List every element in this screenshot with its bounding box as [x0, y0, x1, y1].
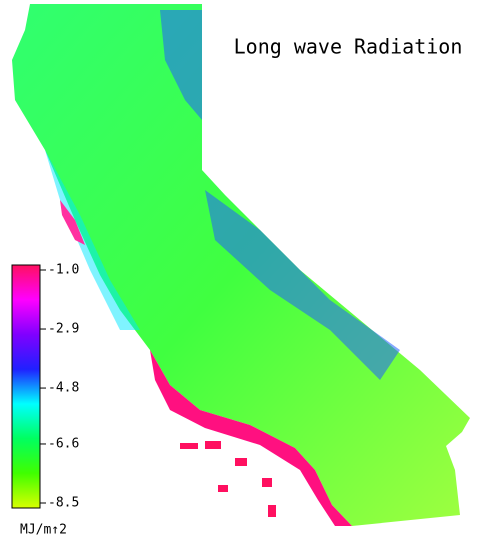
map-title: Long wave Radiation: [234, 35, 463, 59]
cyan-band: [45, 150, 140, 330]
colorbar-gradient: [11, 264, 41, 509]
islands: [180, 441, 276, 517]
coast-band: [150, 350, 352, 526]
island: [235, 458, 247, 466]
colorbar-tick-label: -2.9: [48, 322, 79, 337]
colorbar: -1.0 -2.9 -4.8 -6.6 -8.5: [11, 263, 79, 511]
island: [262, 478, 272, 487]
island: [268, 505, 276, 517]
state-shape: [12, 4, 470, 526]
california-map: [12, 4, 470, 526]
mountain-band: [160, 10, 400, 380]
island: [218, 485, 228, 492]
island: [205, 441, 221, 449]
colorbar-tick-label: -4.8: [48, 381, 79, 396]
colorbar-tick-label: -1.0: [48, 263, 79, 278]
colorbar-tick-label: -6.6: [48, 436, 79, 451]
island: [180, 443, 198, 449]
colorbar-label: MJ/m↑2: [20, 523, 67, 538]
colorbar-tick-label: -8.5: [48, 496, 79, 511]
coast-north: [60, 200, 85, 245]
